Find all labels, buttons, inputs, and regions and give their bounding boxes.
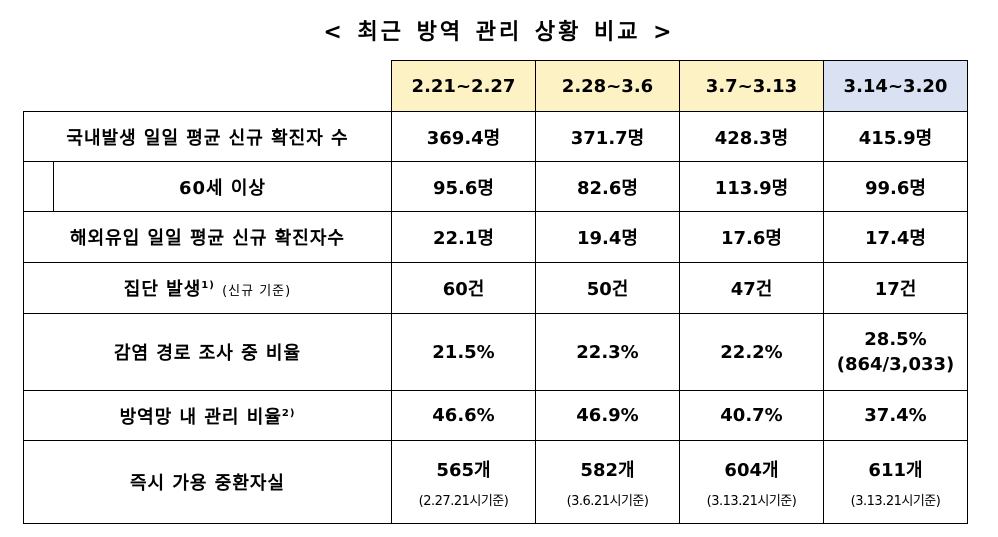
cell-value: 582개: [580, 459, 635, 481]
indent-spacer: [23, 161, 54, 212]
table-row: 감염 경로 조사 중 비율 21.5% 22.3% 22.2% 28.5% (86…: [23, 313, 968, 391]
table-cell: 604개 (3.13.21시기준): [679, 440, 824, 524]
table-cell: 99.6명: [823, 161, 968, 212]
table-cell: 428.3명: [679, 111, 824, 162]
column-header: 2.21~2.27: [391, 60, 536, 112]
footnote-mark: 2): [281, 407, 296, 419]
table-cell: 50건: [535, 262, 680, 314]
row-label-text: 방역망 내 관리 비율: [119, 406, 282, 428]
row-label-text: 국내발생 일일 평균 신규 확진자 수: [66, 127, 349, 149]
row-label: 해외유입 일일 평균 신규 확진자수: [23, 211, 392, 263]
table-row: 60세 이상 95.6명 82.6명 113.9명 99.6명: [23, 161, 968, 212]
table-cell: 46.6%: [391, 390, 536, 441]
table-row: 해외유입 일일 평균 신규 확진자수 22.1명 19.4명 17.6명 17.…: [23, 211, 968, 263]
row-label: 집단 발생1) (신규 기준): [23, 262, 392, 314]
table-cell: 17건: [823, 262, 968, 314]
table-row: 방역망 내 관리 비율2) 46.6% 46.9% 40.7% 37.4%: [23, 390, 968, 441]
table-cell: 40.7%: [679, 390, 824, 441]
column-header: 3.14~3.20: [823, 60, 968, 112]
cell-value: 611개: [868, 459, 923, 481]
table-cell: 60건: [391, 262, 536, 314]
column-header: 3.7~3.13: [679, 60, 824, 112]
cell-value: 565개: [436, 459, 491, 481]
table-row: 즉시 가용 중환자실 565개 (2.27.21시기준) 582개 (3.6.21시…: [23, 440, 968, 524]
table-cell: 369.4명: [391, 111, 536, 162]
row-label: 국내발생 일일 평균 신규 확진자 수: [23, 111, 392, 162]
table-cell: 28.5% (864/3,033): [823, 313, 968, 391]
table-cell: 17.6명: [679, 211, 824, 263]
table-cell: 95.6명: [391, 161, 536, 212]
table-cell: 46.9%: [535, 390, 680, 441]
table-cell: 47건: [679, 262, 824, 314]
table-cell: 22.3%: [535, 313, 680, 391]
footnote-mark: 1): [201, 280, 215, 291]
table-row: 집단 발생1) (신규 기준) 60건 50건 47건 17건: [23, 262, 968, 314]
cell-basis: (3.13.21시기준): [850, 493, 941, 509]
cell-basis: (2.27.21시기준): [418, 493, 509, 509]
cell-value: 604개: [724, 459, 779, 481]
column-header: 2.28~3.6: [535, 60, 680, 112]
table-cell: 415.9명: [823, 111, 968, 162]
row-label: 60세 이상: [53, 161, 392, 212]
page-title: < 최근 방역 관리 상황 비교 >: [323, 20, 675, 45]
cell-detail: (864/3,033): [836, 354, 955, 375]
header-row: 2.21~2.27 2.28~3.6 3.7~3.13 3.14~3.20: [23, 60, 968, 112]
table-cell: 371.7명: [535, 111, 680, 162]
table-cell: 21.5%: [391, 313, 536, 391]
cell-basis: (3.6.21시기준): [566, 493, 649, 509]
table-row: 국내발생 일일 평균 신규 확진자 수 369.4명 371.7명 428.3명…: [23, 111, 968, 162]
table-cell: 37.4%: [823, 390, 968, 441]
header-blank-cell: [23, 60, 392, 112]
table-cell: 22.1명: [391, 211, 536, 263]
row-label-note: (신규 기준): [222, 284, 292, 299]
table-cell: 19.4명: [535, 211, 680, 263]
comparison-table: 2.21~2.27 2.28~3.6 3.7~3.13 3.14~3.20 국내…: [23, 60, 968, 524]
cell-basis: (3.13.21시기준): [706, 493, 797, 509]
table-cell: 22.2%: [679, 313, 824, 391]
table-cell: 582개 (3.6.21시기준): [535, 440, 680, 524]
row-label-text: 집단 발생: [123, 279, 202, 300]
row-label: 방역망 내 관리 비율2): [23, 390, 392, 441]
cell-value: 28.5%: [864, 329, 927, 350]
table-cell: 17.4명: [823, 211, 968, 263]
row-label: 감염 경로 조사 중 비율: [23, 313, 392, 391]
table-cell: 565개 (2.27.21시기준): [391, 440, 536, 524]
table-cell: 113.9명: [679, 161, 824, 212]
row-label: 즉시 가용 중환자실: [23, 440, 392, 524]
table-cell: 82.6명: [535, 161, 680, 212]
table-cell: 611개 (3.13.21시기준): [823, 440, 968, 524]
